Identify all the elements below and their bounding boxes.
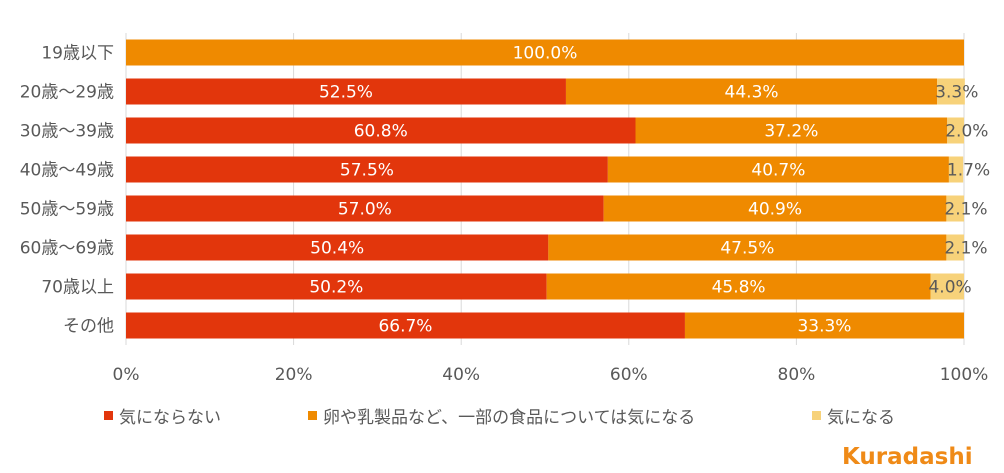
x-tick-labels: 0% 20% 40% 60% 80% 100% [113, 365, 989, 385]
data-label: 50.2% [309, 278, 363, 298]
category-label: 70歳以上 [41, 278, 114, 298]
category-label: 50歳～59歳 [20, 200, 114, 220]
legend-label: 気になる [827, 408, 895, 428]
bar-segment [946, 234, 964, 261]
bar-segment [937, 78, 965, 105]
category-label: 30歳～39歳 [20, 122, 114, 142]
bar-segment [126, 273, 547, 300]
bar-segment [946, 195, 964, 222]
data-label: 100.0% [513, 44, 578, 64]
bars [126, 39, 965, 339]
x-tick-label: 80% [778, 365, 816, 385]
x-tick-label: 0% [113, 365, 140, 385]
data-label: 40.7% [751, 161, 805, 181]
category-label: 20歳～29歳 [20, 83, 114, 103]
bar-segment [126, 312, 685, 339]
bar-segment [684, 312, 964, 339]
category-label: その他 [63, 317, 114, 337]
bar-segment [947, 117, 964, 144]
bar-segment [565, 78, 938, 105]
category-label: 19歳以下 [41, 44, 114, 64]
data-label: 66.7% [378, 317, 432, 337]
data-label: 37.2% [764, 122, 818, 142]
bar-segment [548, 234, 947, 261]
kuradashi-logo: Kuradashi [842, 444, 973, 470]
data-label: 60.8% [354, 122, 408, 142]
data-label: 40.9% [748, 200, 802, 220]
legend-item-partially-concerned: 卵や乳製品など、一部の食品については気になる [308, 403, 695, 428]
data-label: 2.0% [945, 122, 988, 142]
bar-segment [126, 78, 566, 105]
legend-item-concerned: 気になる [812, 403, 895, 428]
legend-swatch-red [104, 411, 113, 420]
bar-segment [126, 156, 608, 183]
data-label: 47.5% [720, 239, 774, 259]
data-label: 45.8% [712, 278, 766, 298]
bar-segment [126, 234, 549, 261]
data-label: 57.0% [338, 200, 392, 220]
bar-segment [635, 117, 948, 144]
bar-segment [930, 273, 964, 300]
x-tick-label: 40% [442, 365, 480, 385]
data-label: 2.1% [944, 239, 987, 259]
data-label: 1.7% [947, 161, 990, 181]
data-label: 44.3% [725, 83, 779, 103]
category-label: 40歳～49歳 [20, 161, 114, 181]
data-label: 52.5% [319, 83, 373, 103]
data-label: 2.1% [944, 200, 987, 220]
legend-label: 気にならない [119, 408, 221, 428]
data-labels: 100.0% 52.5% 44.3% 3.3% 60.8% 37.2% 2.0% 57.5% 4… [309, 44, 990, 337]
category-labels: 19歳以下 20歳～29歳 30歳～39歳 40歳～49歳 50歳～59歳 60歳～69歳… [20, 44, 114, 337]
legend-label: 卵や乳製品など、一部の食品については気になる [323, 408, 696, 428]
bar-segment [126, 117, 636, 144]
bar-segment [126, 39, 964, 66]
legend: 気にならない 卵や乳製品など、一部の食品については気になる 気になる [0, 403, 1004, 428]
bar-segment [126, 195, 604, 222]
legend-swatch-yellow [812, 411, 821, 420]
data-label: 33.3% [797, 317, 851, 337]
legend-swatch-orange [308, 411, 317, 420]
x-tick-label: 100% [940, 365, 989, 385]
data-label: 3.3% [935, 83, 978, 103]
bar-segment [607, 156, 949, 183]
category-label: 60歳～69歳 [20, 239, 114, 259]
data-label: 57.5% [340, 161, 394, 181]
x-tick-label: 60% [610, 365, 648, 385]
x-tick-label: 20% [275, 365, 313, 385]
bar-segment [546, 273, 931, 300]
data-label: 4.0% [928, 278, 971, 298]
legend-item-not-concerned: 気にならない [104, 403, 221, 428]
bar-segment [603, 195, 947, 222]
bar-segment [948, 156, 964, 183]
data-label: 50.4% [310, 239, 364, 259]
stacked-bar-chart: 100.0% 52.5% 44.3% 3.3% 60.8% 37.2% 2.0% 57.5% 4… [20, 33, 990, 385]
